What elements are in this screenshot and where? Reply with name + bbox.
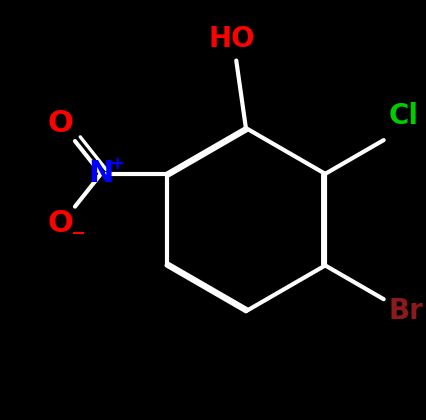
Text: O: O xyxy=(47,210,73,239)
Text: HO: HO xyxy=(207,25,254,53)
Text: Br: Br xyxy=(388,297,423,325)
Text: +: + xyxy=(109,155,124,173)
Text: Cl: Cl xyxy=(388,102,417,131)
Text: N: N xyxy=(88,159,113,188)
Text: O: O xyxy=(47,109,73,138)
Text: −: − xyxy=(70,225,85,243)
